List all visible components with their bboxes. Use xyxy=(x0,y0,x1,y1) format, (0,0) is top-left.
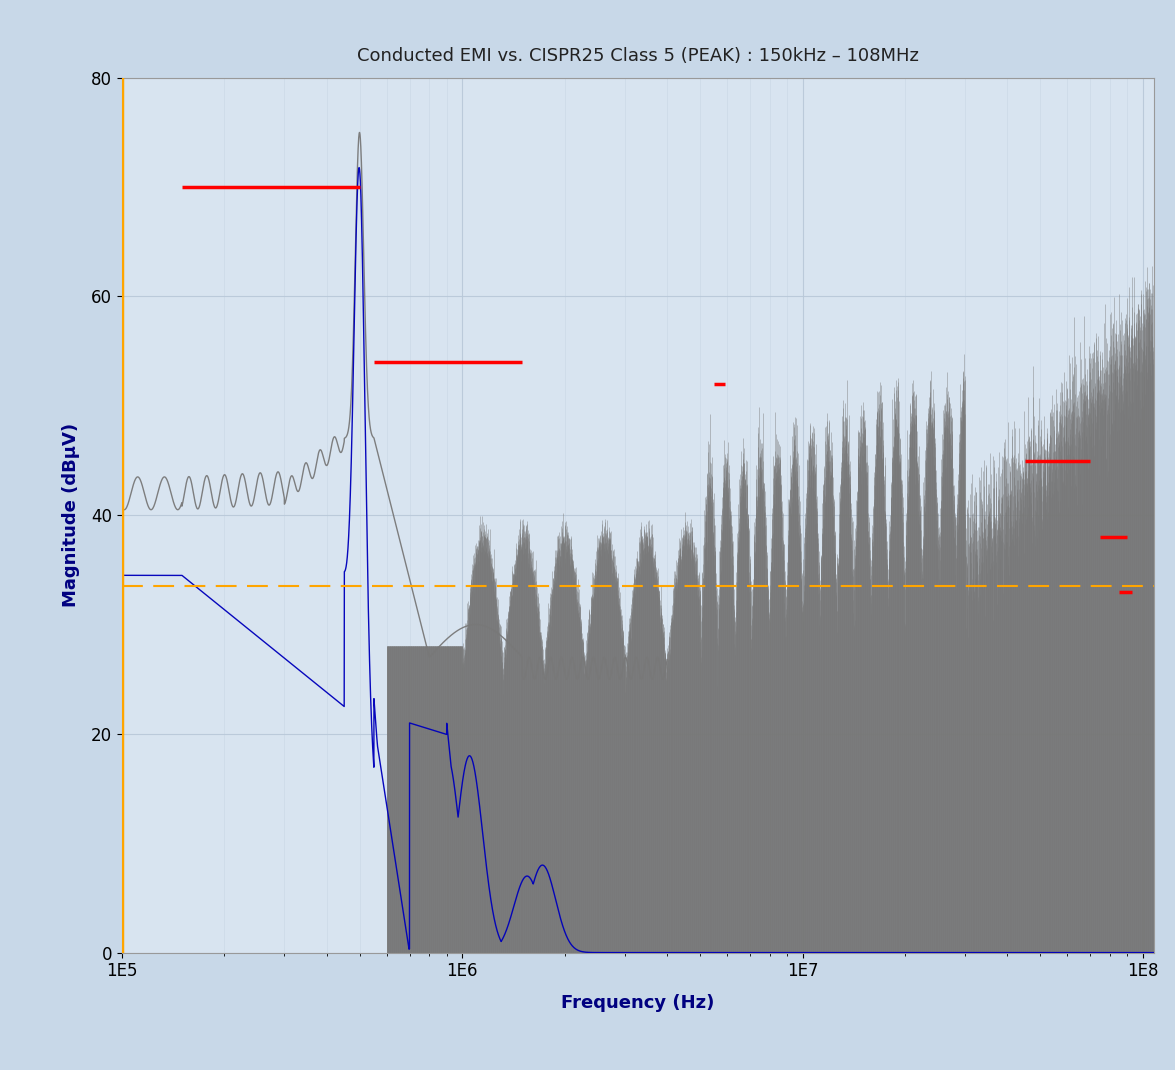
Y-axis label: Magnitude (dBµV): Magnitude (dBµV) xyxy=(62,423,80,608)
X-axis label: Frequency (Hz): Frequency (Hz) xyxy=(562,994,714,1012)
Title: Conducted EMI vs. CISPR25 Class 5 (PEAK) : 150kHz – 108MHz: Conducted EMI vs. CISPR25 Class 5 (PEAK)… xyxy=(357,47,919,65)
